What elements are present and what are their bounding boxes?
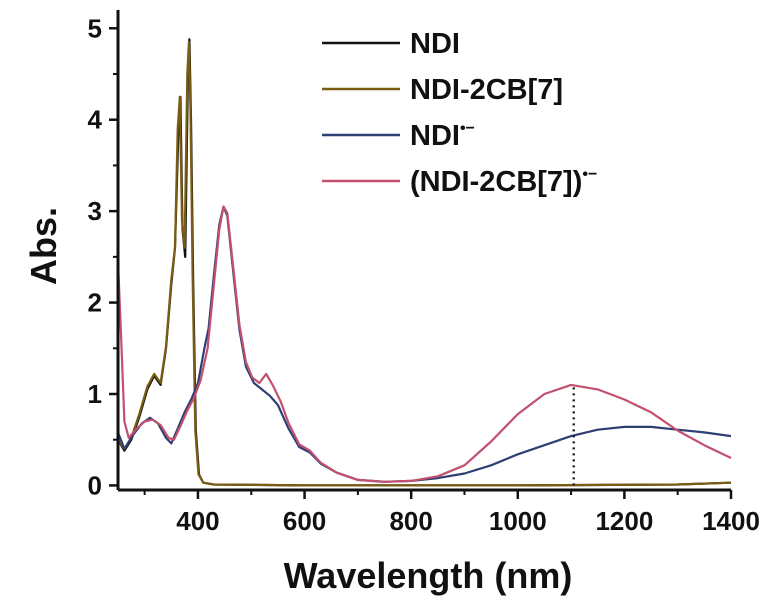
ticks-layer: 400 600 800 1000 1200 1400 0 1 2 3 4 5: [88, 13, 760, 536]
y-tick-label: 2: [88, 288, 102, 318]
series-line-3: [116, 205, 732, 483]
series-line-2: [117, 40, 732, 487]
legend-label-3: NDI•−: [410, 120, 475, 152]
legend-label-2: NDI-2CB[7]: [410, 74, 563, 106]
x-tick-label: 600: [283, 506, 326, 536]
x-tick-label: 1400: [702, 506, 760, 536]
legend-label-4: (NDI-2CB[7])•−: [410, 166, 597, 198]
x-tick-label: 1200: [595, 506, 653, 536]
y-axis-title: Abs.: [23, 207, 64, 285]
y-tick-label: 4: [88, 105, 103, 135]
series-layer: [116, 38, 732, 487]
y-tick-label: 1: [88, 379, 102, 409]
x-tick-label: 400: [176, 506, 219, 536]
y-tick-label: 0: [88, 470, 102, 500]
axes-layer: [116, 10, 731, 492]
y-tick-label: 3: [88, 196, 102, 226]
y-tick-label: 5: [88, 13, 102, 43]
series-line-4: [116, 205, 732, 483]
x-tick-label: 1000: [489, 506, 547, 536]
legend: NDI NDI-2CB[7] NDI•− (NDI-2CB[7])•−: [322, 28, 597, 198]
legend-label-1: NDI: [410, 28, 460, 60]
series-line-1: [117, 38, 732, 487]
x-tick-label: 800: [389, 506, 432, 536]
x-axis-title: Wavelength (nm): [284, 555, 573, 596]
